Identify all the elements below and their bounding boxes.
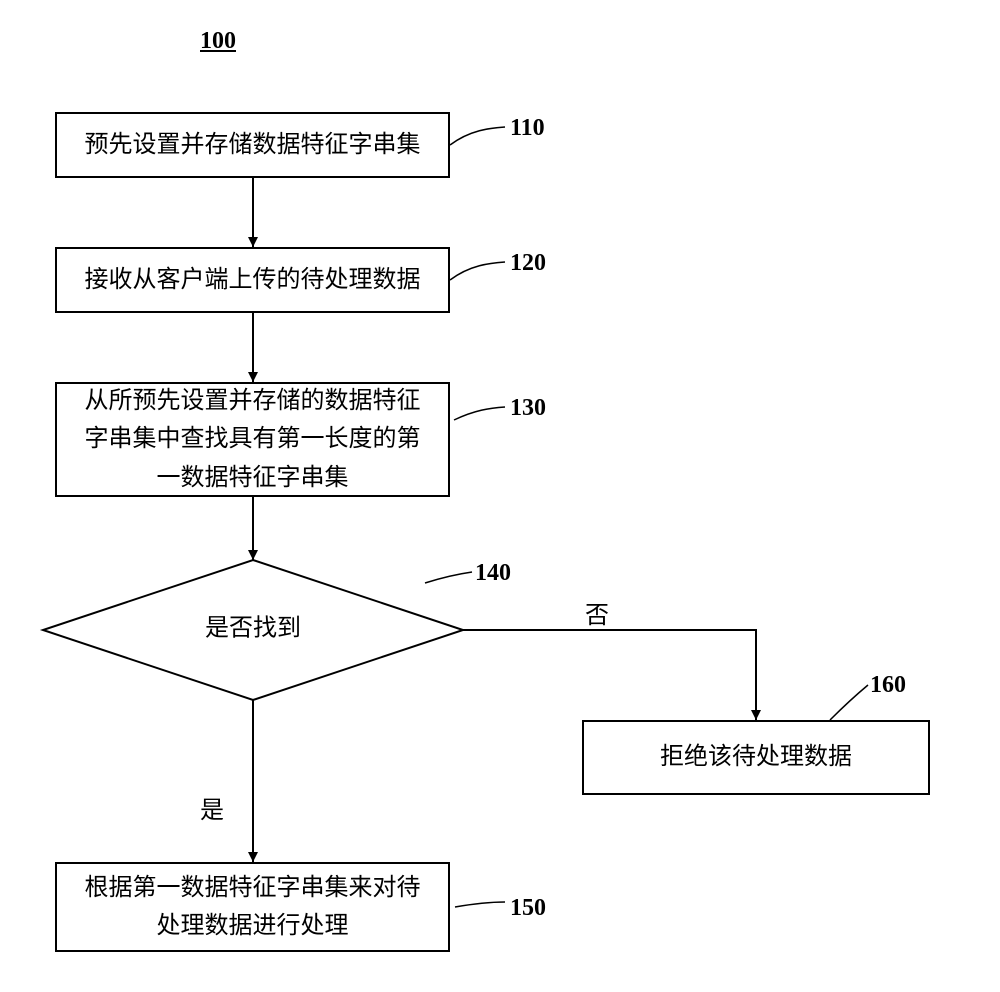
- node-110-text: 预先设置并存储数据特征字串集: [85, 126, 421, 164]
- node-110: 预先设置并存储数据特征字串集: [55, 112, 450, 178]
- figure-number: 100: [200, 28, 236, 55]
- label-120: 120: [510, 250, 546, 277]
- edge-label-no: 否: [585, 595, 609, 630]
- label-140: 140: [475, 560, 511, 587]
- node-130: 从所预先设置并存储的数据特征字串集中查找具有第一长度的第一数据特征字串集: [55, 382, 450, 497]
- node-150-text: 根据第一数据特征字串集来对待处理数据进行处理: [73, 869, 432, 946]
- label-110: 110: [510, 115, 545, 142]
- node-120: 接收从客户端上传的待处理数据: [55, 247, 450, 313]
- label-160: 160: [870, 672, 906, 699]
- label-150: 150: [510, 895, 546, 922]
- node-140: 是否找到: [43, 560, 463, 700]
- node-160: 拒绝该待处理数据: [582, 720, 930, 795]
- label-130: 130: [510, 395, 546, 422]
- node-140-text: 是否找到: [205, 615, 301, 642]
- node-130-text: 从所预先设置并存储的数据特征字串集中查找具有第一长度的第一数据特征字串集: [73, 382, 432, 497]
- node-150: 根据第一数据特征字串集来对待处理数据进行处理: [55, 862, 450, 952]
- node-120-text: 接收从客户端上传的待处理数据: [85, 261, 421, 299]
- node-160-text: 拒绝该待处理数据: [660, 738, 852, 776]
- edge-label-yes: 是: [200, 790, 224, 825]
